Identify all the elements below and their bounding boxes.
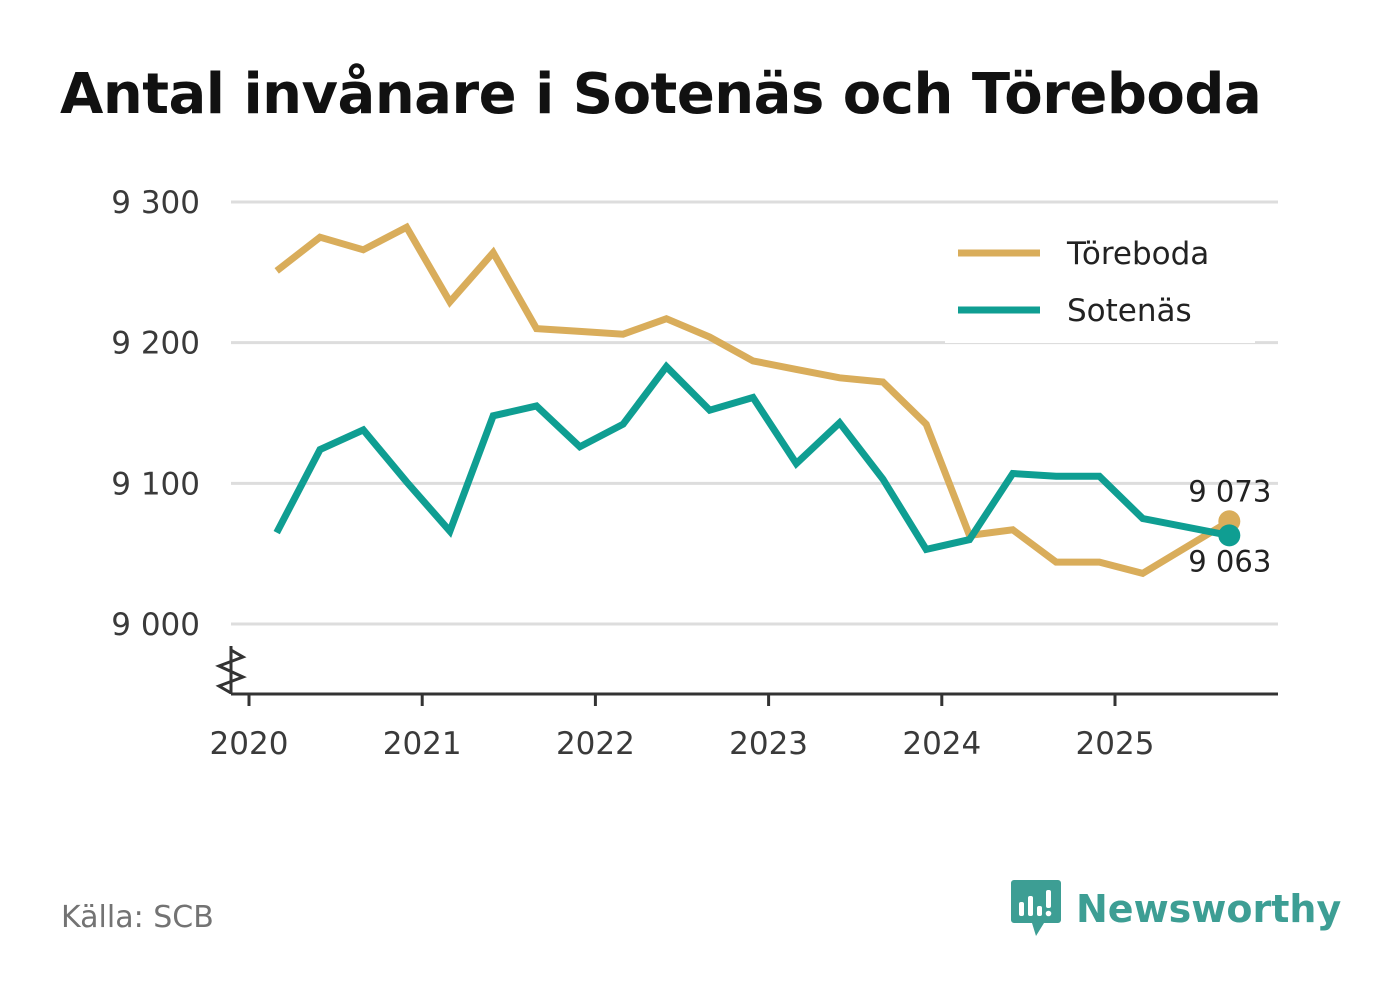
series-line-toreboda bbox=[274, 222, 1232, 578]
brand-name: Newsworthy bbox=[1076, 887, 1342, 931]
x-axis-ticks: 2020 2021 2022 2023 2024 2025 bbox=[210, 694, 1155, 762]
y-tick-label: 9 200 bbox=[111, 326, 200, 362]
end-label-toreboda: 9 073 bbox=[1188, 474, 1271, 508]
legend-label: Töreboda bbox=[1066, 236, 1209, 272]
y-axis-tick-labels: 9 000 9 100 9 200 9 300 bbox=[111, 185, 200, 643]
x-tick-label: 2025 bbox=[1076, 726, 1155, 762]
legend-background bbox=[945, 225, 1255, 343]
x-tick-label: 2023 bbox=[729, 726, 808, 762]
end-point-sotenas bbox=[1218, 524, 1241, 547]
newsworthy-logo-icon bbox=[1011, 880, 1061, 936]
source-credit: Källa: SCB bbox=[61, 900, 214, 935]
x-axis bbox=[215, 646, 1278, 696]
x-tick-label: 2024 bbox=[902, 726, 981, 762]
y-tick-label: 9 300 bbox=[111, 185, 200, 221]
legend-label: Sotenäs bbox=[1067, 293, 1192, 329]
x-tick-label: 2020 bbox=[210, 726, 289, 762]
end-label-sotenas: 9 063 bbox=[1188, 544, 1271, 578]
end-value-labels: 9 073 9 063 bbox=[1188, 474, 1271, 578]
series-line-sotenas bbox=[273, 361, 1230, 554]
series-lines bbox=[273, 222, 1241, 578]
axis-break-icon bbox=[215, 648, 247, 695]
chart-title: Antal invånare i Sotenäs och Töreboda bbox=[60, 62, 1262, 127]
legend: Töreboda Sotenäs bbox=[945, 225, 1255, 343]
x-tick-label: 2021 bbox=[383, 726, 462, 762]
y-tick-label: 9 100 bbox=[111, 466, 200, 502]
x-tick-label: 2022 bbox=[556, 726, 635, 762]
y-tick-label: 9 000 bbox=[111, 607, 200, 643]
brand: Newsworthy bbox=[1010, 878, 1341, 940]
